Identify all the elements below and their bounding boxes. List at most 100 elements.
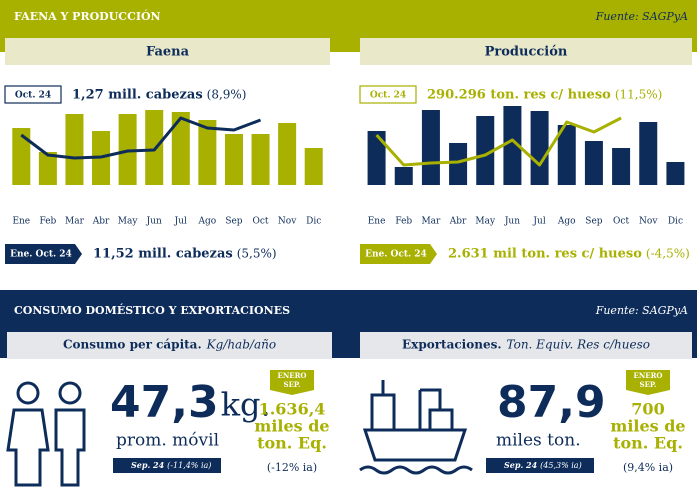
people-icon xyxy=(6,381,86,487)
bar xyxy=(145,110,164,185)
x-tick-label: Ago xyxy=(198,217,217,227)
panel-unit: Ton. Equiv. Res c/hueso xyxy=(507,338,650,352)
source: Fuente: SAGPyA xyxy=(595,304,688,317)
badge-label: ENERO xyxy=(278,371,307,380)
bar xyxy=(171,112,190,185)
latest-change: (11,5%) xyxy=(615,88,662,102)
badge-value: miles de xyxy=(610,417,685,436)
x-tick-label: Abr xyxy=(92,217,110,227)
x-tick-label: Dic xyxy=(668,217,683,227)
line xyxy=(375,116,622,167)
x-tick-label: Sep xyxy=(225,217,242,227)
bar xyxy=(584,141,603,185)
bar xyxy=(530,111,549,185)
period-box xyxy=(359,85,417,104)
badge xyxy=(626,370,670,395)
x-tick-label: Oct xyxy=(613,217,629,227)
badge-value: ton. Eq. xyxy=(257,434,327,453)
main-unit: kg. xyxy=(221,386,271,424)
panel-header xyxy=(5,38,330,65)
bar xyxy=(304,148,323,185)
badge-value: ton. Eq. xyxy=(613,434,683,453)
badge-value: 1.636,4 xyxy=(259,400,326,419)
bar xyxy=(394,167,413,185)
x-tick-label: Jul xyxy=(174,217,187,227)
bar xyxy=(557,125,576,185)
x-tick-label: Dic xyxy=(306,217,321,227)
period-tag xyxy=(5,244,82,264)
period-box xyxy=(4,85,62,104)
bar xyxy=(198,120,217,185)
bar xyxy=(65,114,84,185)
bar xyxy=(639,122,658,185)
note-change: (45,3% ia) xyxy=(540,461,582,470)
badge-value: miles de xyxy=(254,417,329,436)
x-tick-label: May xyxy=(118,217,139,227)
period: Ene. Oct. 24 xyxy=(365,250,427,260)
bar xyxy=(224,134,243,185)
main-value: 47,3 xyxy=(110,377,219,428)
period: Ene. Oct. 24 xyxy=(10,250,72,260)
badge-label: SEP. xyxy=(284,380,301,389)
ship-icon xyxy=(359,380,473,475)
badge xyxy=(270,370,314,395)
note-change: (-11,4% ia) xyxy=(167,461,211,470)
cumulative-value: 11,52 mill. cabezas xyxy=(93,247,233,262)
line xyxy=(20,116,262,160)
x-tick-label: May xyxy=(475,217,496,227)
section-title: FAENA Y PRODUCCIÓN xyxy=(14,9,161,23)
bar xyxy=(278,123,297,185)
period: Oct. 24 xyxy=(15,91,51,101)
bar xyxy=(449,143,468,185)
sub-label: prom. móvil xyxy=(116,431,219,451)
x-tick-label: Mar xyxy=(421,217,441,227)
bar xyxy=(666,162,685,185)
period: Oct. 24 xyxy=(370,91,406,101)
badge-value: 700 xyxy=(631,400,664,419)
panel-header xyxy=(360,38,692,65)
bar xyxy=(476,116,495,185)
x-tick-label: Jun xyxy=(504,217,520,227)
panel-title: Consumo per cápita. xyxy=(63,338,202,352)
x-tick-label: Nov xyxy=(278,217,297,227)
x-tick-label: Ene xyxy=(368,217,386,227)
bar xyxy=(503,106,522,185)
badge-change: (-12% ia) xyxy=(267,461,317,474)
x-tick-label: Sep xyxy=(585,217,602,227)
bar xyxy=(12,128,31,185)
badge-change: (9,4% ia) xyxy=(623,461,673,474)
cumulative-change: (5,5%) xyxy=(237,247,277,261)
cumulative-value: 2.631 mil ton. res c/ hueso xyxy=(448,247,642,262)
panel-unit: Kg/hab/año xyxy=(206,338,276,352)
badge-label: SEP. xyxy=(640,380,657,389)
panel-title: Exportaciones. xyxy=(402,338,502,352)
sub-label: miles ton. xyxy=(496,431,581,451)
x-tick-label: Abr xyxy=(449,217,467,227)
main-value: 87,9 xyxy=(497,377,606,428)
x-tick-label: Feb xyxy=(39,217,56,227)
bar xyxy=(367,131,386,185)
cumulative-change: (-4,5%) xyxy=(646,247,690,261)
note-box xyxy=(113,458,221,473)
latest-value: 290.296 ton. res c/ hueso xyxy=(427,88,611,103)
source: Fuente: SAGPyA xyxy=(595,10,688,23)
x-tick-label: Mar xyxy=(65,217,85,227)
x-tick-label: Ene xyxy=(12,217,30,227)
x-tick-label: Ago xyxy=(557,217,576,227)
section-band xyxy=(0,290,697,334)
note-box xyxy=(486,458,594,473)
section-band xyxy=(0,0,697,34)
x-tick-label: Jul xyxy=(532,217,545,227)
latest-value: 1,27 mill. cabezas xyxy=(72,88,203,103)
latest-change: (8,9%) xyxy=(207,88,247,102)
x-tick-label: Oct xyxy=(253,217,269,227)
note-period: Sep. 24 xyxy=(504,460,538,470)
bar xyxy=(612,148,631,185)
x-tick-label: Jun xyxy=(146,217,162,227)
x-tick-label: Feb xyxy=(395,217,412,227)
panel-header xyxy=(7,332,332,359)
note-period: Sep. 24 xyxy=(131,460,165,470)
panel-header xyxy=(360,332,692,359)
panel-title: Producción xyxy=(485,45,568,60)
